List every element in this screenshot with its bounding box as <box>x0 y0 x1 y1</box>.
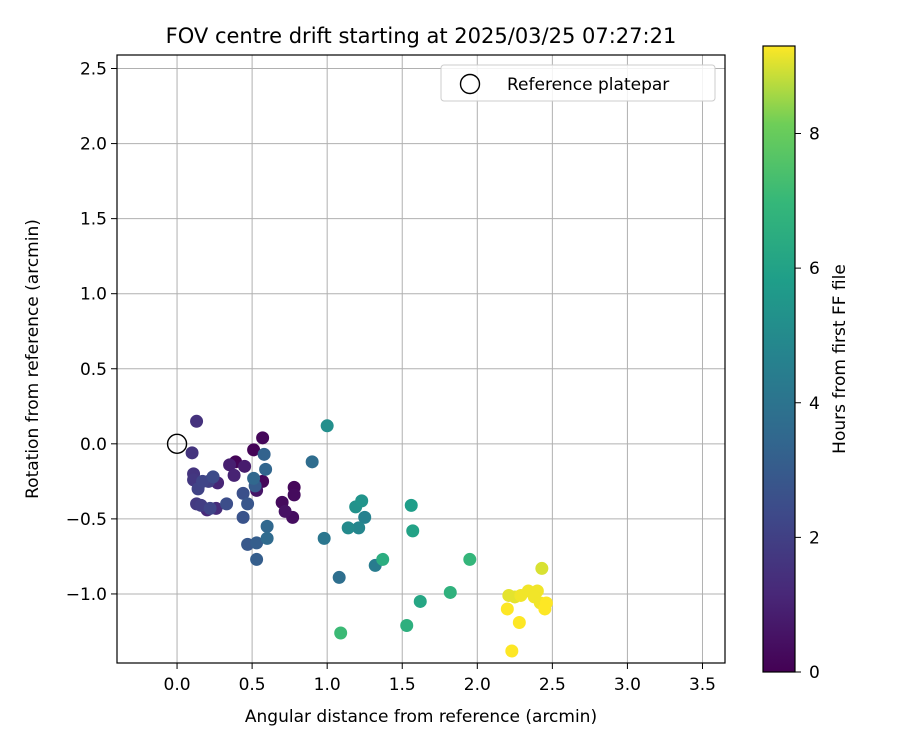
y-tick-label: 2.5 <box>80 60 107 80</box>
x-tick-label: 2.5 <box>539 675 566 695</box>
data-point <box>505 644 519 658</box>
y-tick-label: 0.0 <box>80 435 107 455</box>
data-point <box>250 536 264 550</box>
data-point <box>376 552 390 566</box>
y-tick-label: 0.5 <box>80 360 107 380</box>
data-point <box>404 498 418 512</box>
data-point <box>341 521 355 535</box>
x-tick-label: 1.5 <box>389 675 416 695</box>
data-point <box>443 585 457 599</box>
chart-title: FOV centre drift starting at 2025/03/25 … <box>166 24 677 48</box>
data-point <box>260 531 274 545</box>
x-axis-label: Angular distance from reference (arcmin) <box>245 707 597 727</box>
data-point <box>220 497 234 511</box>
y-tick-label: −0.5 <box>66 510 107 530</box>
x-tick-label: 0.0 <box>164 675 191 695</box>
y-tick-label: 2.0 <box>80 135 107 155</box>
data-point <box>355 494 369 508</box>
data-point <box>400 618 414 632</box>
data-point <box>352 521 366 535</box>
data-point <box>332 570 346 584</box>
data-point <box>463 552 477 566</box>
data-points <box>185 414 553 658</box>
x-tick-label: 2.0 <box>464 675 491 695</box>
colorbar-ticks: 0 2 4 6 8 <box>795 125 820 683</box>
legend-marker-open-circle <box>459 73 481 95</box>
data-point <box>236 486 250 500</box>
data-point <box>185 446 199 460</box>
x-tick-label: 3.5 <box>689 675 716 695</box>
x-tick-label: 0.5 <box>239 675 266 695</box>
data-point <box>287 488 301 502</box>
y-axis-label: Rotation from reference (arcmin) <box>23 219 43 499</box>
data-point <box>317 531 331 545</box>
data-point <box>223 458 237 472</box>
data-point <box>247 443 261 457</box>
colorbar-tick-label: 0 <box>809 663 820 683</box>
data-point <box>406 524 420 538</box>
data-point <box>190 414 204 428</box>
data-point <box>535 561 549 575</box>
data-point <box>256 431 270 445</box>
legend-box <box>440 64 716 102</box>
data-point <box>206 470 220 484</box>
data-point <box>358 510 372 524</box>
y-tick-label: 1.5 <box>80 210 107 230</box>
data-point <box>247 471 261 485</box>
data-point <box>334 626 348 640</box>
grid <box>117 55 725 663</box>
data-point <box>227 468 241 482</box>
y-axis: −1.0 −0.5 0.0 0.5 1.0 1.5 2.0 2.5 <box>66 60 117 605</box>
y-tick-label: 1.0 <box>80 285 107 305</box>
data-point <box>413 594 427 608</box>
plot-area <box>117 55 725 663</box>
legend-label: Reference platepar <box>507 75 669 95</box>
x-axis: 0.0 0.5 1.0 1.5 2.0 2.5 3.0 3.5 <box>164 663 716 695</box>
data-point <box>257 447 271 461</box>
colorbar-tick-label: 2 <box>809 528 820 548</box>
colorbar-tick-label: 4 <box>809 394 820 414</box>
colorbar: 0 2 4 6 8 Hours from first FF file <box>762 45 850 683</box>
colorbar-tick-label: 8 <box>809 125 820 145</box>
x-tick-label: 3.0 <box>614 675 641 695</box>
plot-frame <box>116 54 726 664</box>
data-point <box>250 552 264 566</box>
data-point <box>259 462 273 476</box>
data-point <box>236 510 250 524</box>
data-point <box>241 497 255 511</box>
data-point <box>196 474 210 488</box>
data-point <box>203 501 217 515</box>
data-point <box>320 419 334 433</box>
data-point <box>278 504 292 518</box>
reference-point <box>166 433 188 455</box>
legend: Reference platepar <box>440 64 716 102</box>
y-tick-label: −1.0 <box>66 585 107 605</box>
data-point <box>500 602 514 616</box>
colorbar-label: Hours from first FF file <box>830 264 850 454</box>
data-point <box>260 519 274 533</box>
data-point <box>238 459 252 473</box>
colorbar-gradient <box>762 45 796 673</box>
data-point <box>538 602 552 616</box>
x-tick-label: 1.0 <box>314 675 341 695</box>
colorbar-tick-label: 6 <box>809 259 820 279</box>
data-point <box>512 615 526 629</box>
data-point <box>305 455 319 469</box>
